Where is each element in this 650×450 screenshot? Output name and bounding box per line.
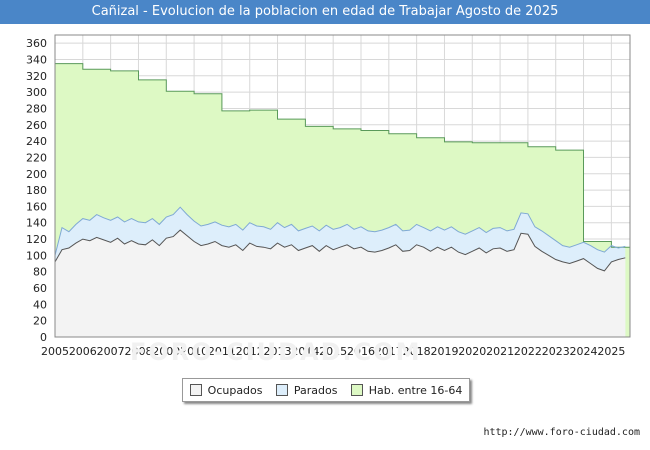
y-tick-label: 300 <box>26 86 47 99</box>
y-tick-label: 360 <box>26 37 47 50</box>
x-tick-label: 2020 <box>458 345 486 358</box>
x-tick-label: 2013 <box>264 345 292 358</box>
y-tick-label: 340 <box>26 53 47 66</box>
x-tick-label: 2007 <box>97 345 125 358</box>
legend: Ocupados Parados Hab. entre 16-64 <box>182 378 470 402</box>
watermark: FORO-CIUDAD.COM <box>130 338 422 366</box>
y-tick-label: 140 <box>26 217 47 230</box>
x-tick-label: 2015 <box>319 345 347 358</box>
y-tick-label: 120 <box>26 233 47 246</box>
chart-area: 0 20 40 60 80 100 120 140 160 180 200 220 240 260 280 3… <box>26 34 631 358</box>
y-tick-label: 320 <box>26 70 47 83</box>
x-tick-label: 2010 <box>180 345 208 358</box>
ocupados-area <box>55 230 626 337</box>
y-tick-label: 80 <box>33 266 47 279</box>
y-tick-label: 180 <box>26 184 47 197</box>
x-tick-label: 2008 <box>124 345 152 358</box>
x-tick-label: 2014 <box>291 345 319 358</box>
y-tick-label: 200 <box>26 168 47 181</box>
x-tick-label: 2024 <box>570 345 598 358</box>
x-tick-label: 2016 <box>347 345 375 358</box>
chart-title: Cañizal - Evolucion de la poblacion en e… <box>0 0 650 24</box>
plot-frame <box>54 34 631 338</box>
y-tick-label: 60 <box>33 282 47 295</box>
legend-item-ocupados: Ocupados <box>189 383 263 397</box>
legend-swatch-ocupados <box>189 384 202 396</box>
source-url[interactable]: http://www.foro-ciudad.com <box>483 427 640 438</box>
legend-swatch-hab <box>350 384 363 396</box>
legend-swatch-parados <box>275 384 288 396</box>
y-tick-label: 220 <box>26 151 47 164</box>
y-tick-label: 280 <box>26 102 47 115</box>
y-tick-label: 20 <box>33 315 47 328</box>
y-tick-label: 100 <box>26 249 47 262</box>
x-tick-label: 2005 <box>41 345 69 358</box>
hab-line <box>55 63 630 248</box>
legend-label-hab: Hab. entre 16-64 <box>368 383 463 397</box>
x-tick-label: 2017 <box>375 345 403 358</box>
legend-item-hab: Hab. entre 16-64 <box>350 383 463 397</box>
parados-line <box>54 206 626 256</box>
legend-label-parados: Parados <box>293 383 338 397</box>
x-tick-label: 2006 <box>69 345 97 358</box>
x-tick-label: 2021 <box>486 345 514 358</box>
legend-item-parados: Parados <box>275 383 338 397</box>
x-tick-label: 2022 <box>514 345 542 358</box>
x-tick-label: 2025 <box>597 345 625 358</box>
y-tick-label: 40 <box>33 298 47 311</box>
legend-label-ocupados: Ocupados <box>207 383 263 397</box>
x-tick-label: 2023 <box>542 345 570 358</box>
x-tick-label: 2018 <box>403 345 431 358</box>
x-tick-label: 2009 <box>152 345 180 358</box>
y-tick-label: 0 <box>40 331 47 344</box>
y-tick-label: 240 <box>26 135 47 148</box>
x-tick-label: 2011 <box>208 345 236 358</box>
y-tick-label: 260 <box>26 119 47 132</box>
x-tick-label: 2019 <box>430 345 458 358</box>
y-tick-label: 160 <box>26 200 47 213</box>
x-tick-label: 2012 <box>236 345 264 358</box>
ocupados-line <box>54 229 626 272</box>
